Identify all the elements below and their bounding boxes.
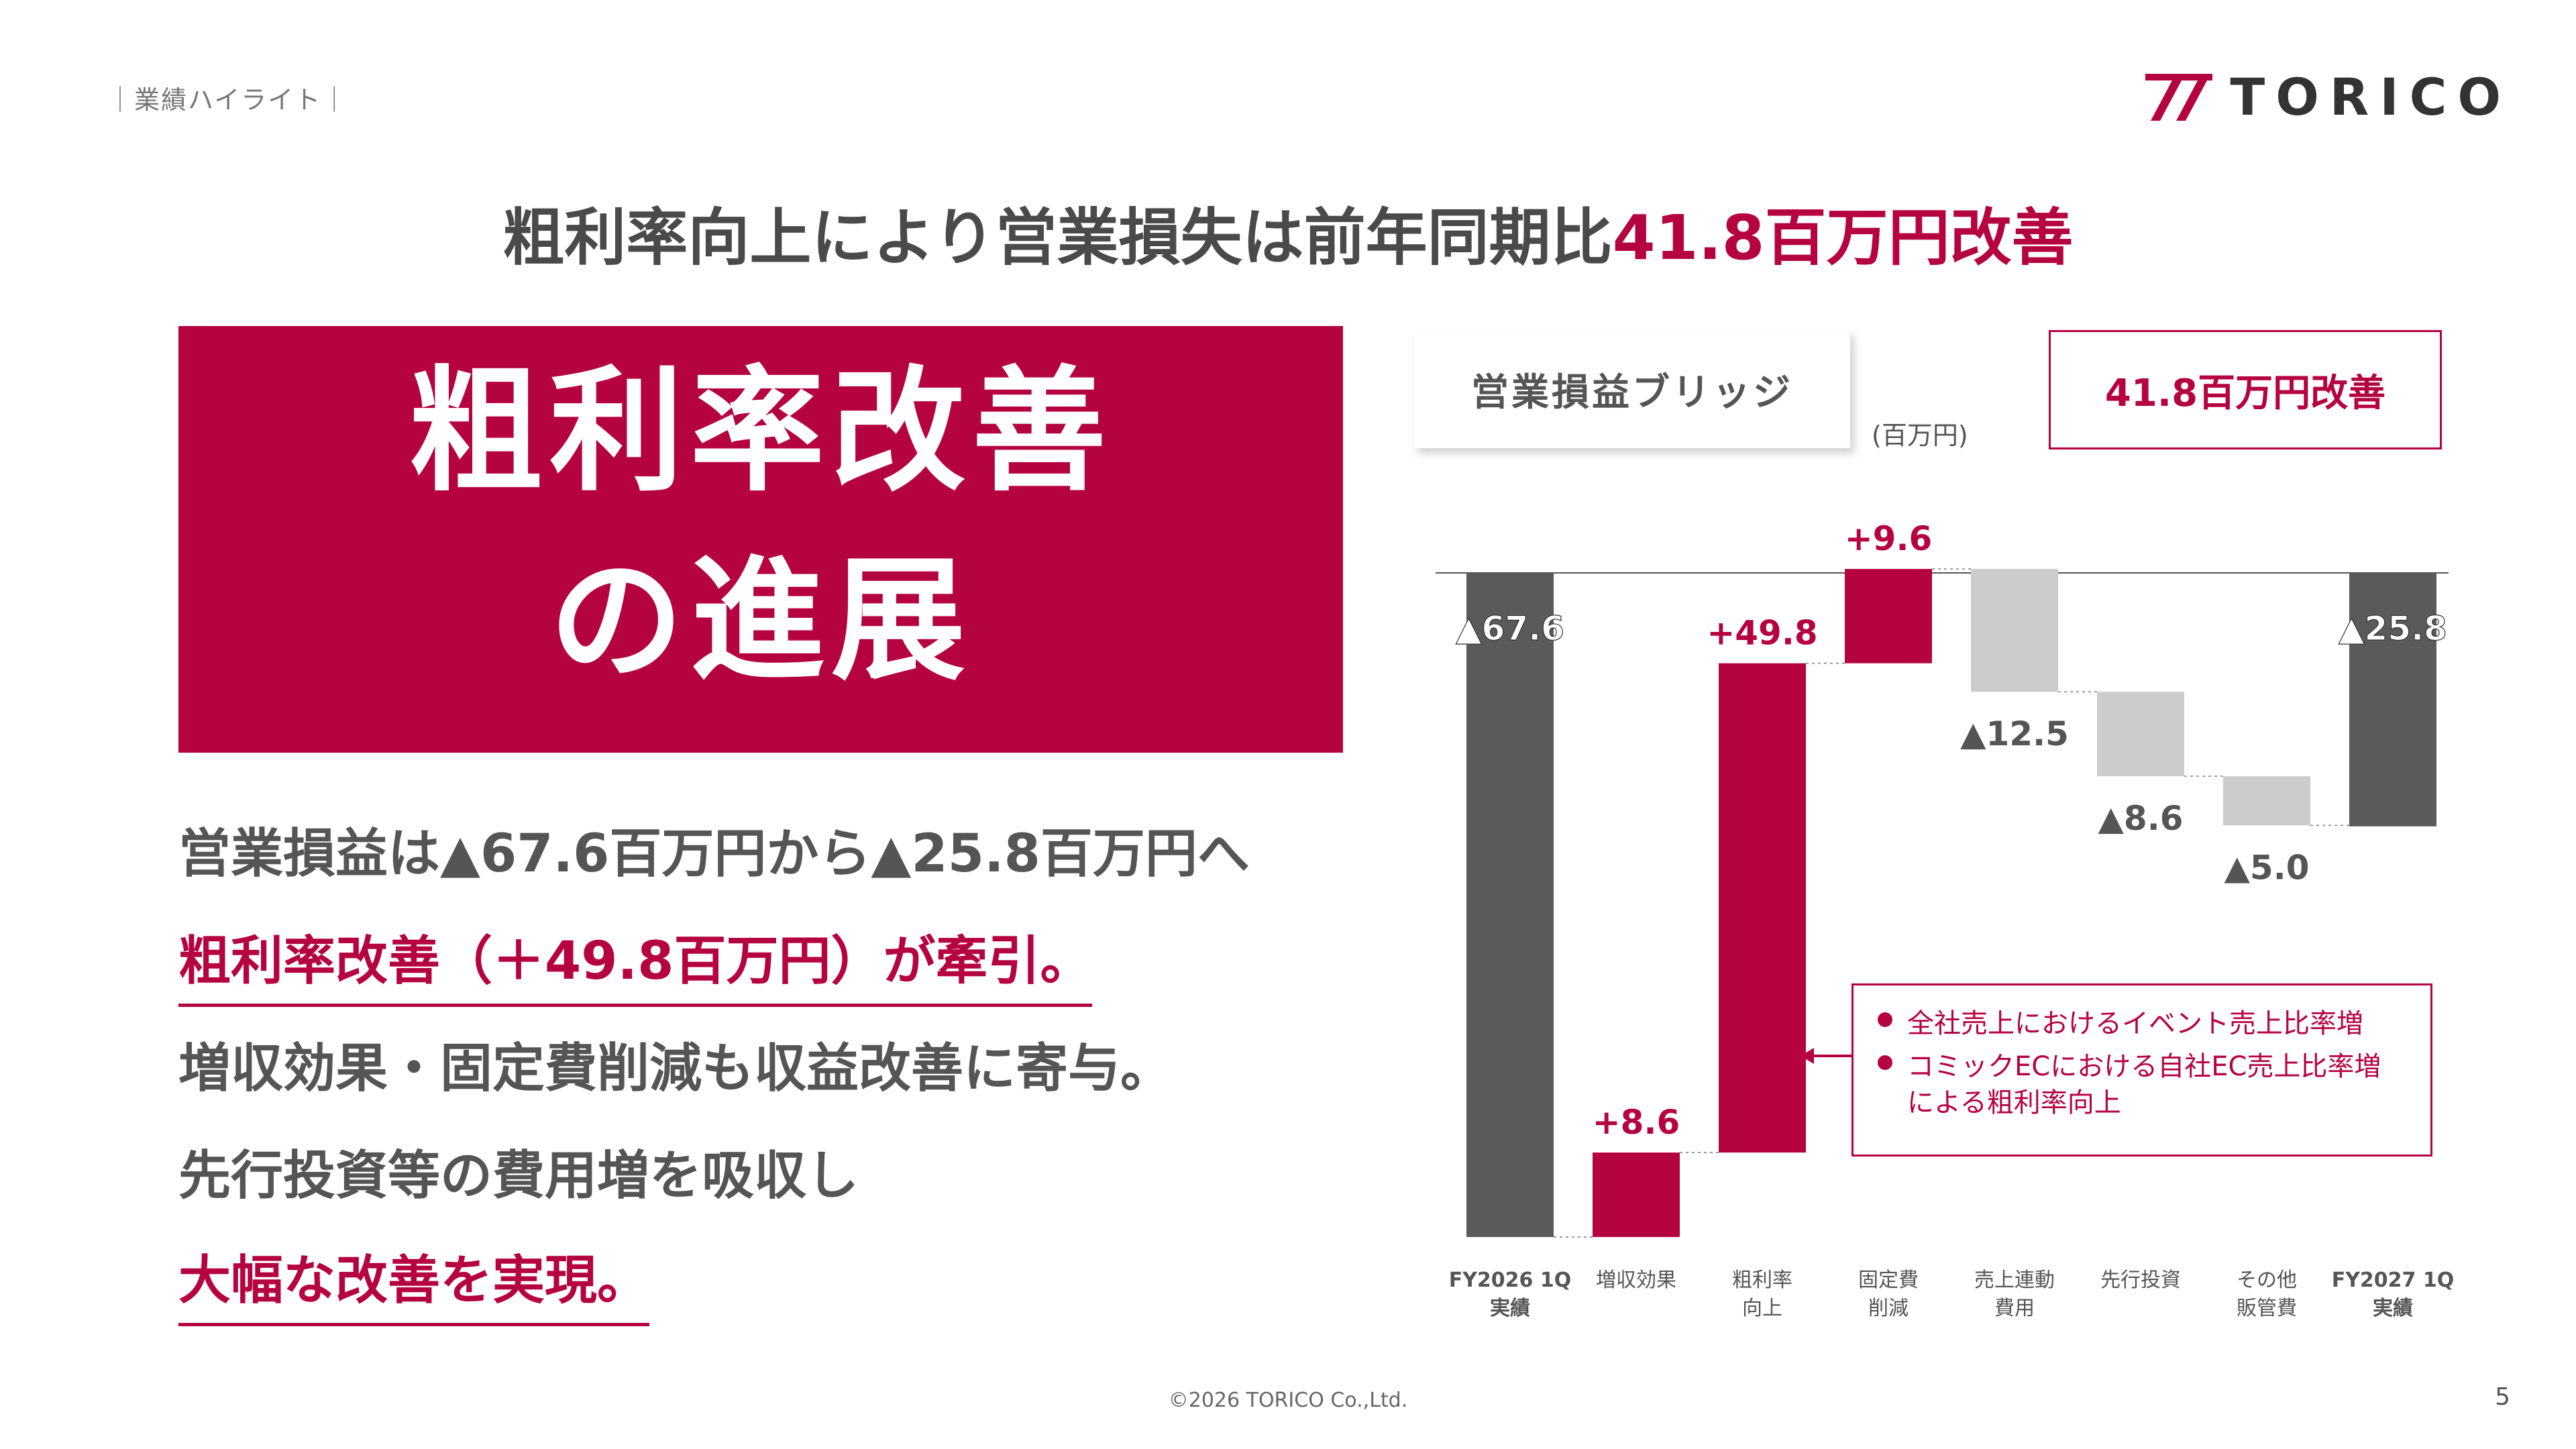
category-label-7: 実績 <box>2373 1297 2413 1320</box>
torico-logo-icon <box>2145 73 2213 121</box>
callout-box: 全社売上におけるイベント売上比率増 コミックECにおける自社EC売上比率増 によ… <box>1851 983 2432 1157</box>
callout-item-3: による粗利率向上 <box>1907 1085 2430 1121</box>
category-label-0: 実績 <box>1490 1297 1530 1320</box>
body-line-3: 増収効果・固定費削減も収益改善に寄与。 <box>178 1038 1173 1099</box>
improvement-badge: 41.8百万円改善 <box>2049 330 2442 449</box>
data-label-4: ▲12.5 <box>1960 714 2069 753</box>
category-label-3: 固定費 <box>1858 1269 1919 1292</box>
data-label-6: ▲5.0 <box>2224 848 2309 887</box>
headline-prefix: 粗利率向上により営業損失は前年同期比 <box>502 202 1613 274</box>
bar-2 <box>1719 663 1806 1153</box>
callout-text-2: コミックECにおける自社EC売上比率増 <box>1907 1051 2381 1082</box>
category-label-7: FY2027 1Q <box>2332 1269 2455 1292</box>
callout-item-1: 全社売上におけるイベント売上比率増 <box>1878 1006 2430 1042</box>
copyright: ©2026 TORICO Co.,Ltd. <box>1168 1389 1408 1412</box>
category-label-0: FY2026 1Q <box>1449 1269 1572 1292</box>
data-label-1: +8.6 <box>1593 1103 1680 1142</box>
hero-line-1: 粗利率改善 <box>408 354 1113 510</box>
bar-5 <box>2097 692 2184 777</box>
page-number: 5 <box>2495 1383 2510 1411</box>
category-label-3: 削減 <box>1868 1297 1909 1320</box>
category-label-4: 売上連動 <box>1974 1269 2055 1292</box>
bar-6 <box>2223 776 2310 826</box>
bar-0 <box>1466 573 1554 1237</box>
data-label-5: ▲8.6 <box>2098 799 2183 838</box>
callout-text-1: 全社売上におけるイベント売上比率増 <box>1907 1008 2363 1039</box>
bridge-title: 営業損益ブリッジ <box>1414 330 1850 448</box>
data-label-3: +9.6 <box>1845 519 1932 558</box>
category-label-1: 増収効果 <box>1596 1269 1676 1292</box>
torico-logo: TORICO <box>2145 67 2512 127</box>
bullet-icon <box>1878 1012 1892 1027</box>
callout-text-3: による粗利率向上 <box>1907 1087 2121 1118</box>
category-label-4: 費用 <box>1994 1297 2035 1320</box>
data-label-2: +49.8 <box>1707 614 1817 653</box>
hero-line-2: の進展 <box>549 543 972 699</box>
bar-3 <box>1845 569 1932 663</box>
page-headline: 粗利率向上により営業損失は前年同期比41.8百万円改善 <box>0 188 2576 277</box>
category-label-6: その他 <box>2237 1269 2297 1292</box>
data-label-7: ▲25.8 <box>2339 609 2447 648</box>
category-label-2: 粗利率 <box>1732 1269 1792 1292</box>
headline-highlight: 41.8百万円改善 <box>1612 202 2074 274</box>
section-label: ｜業績ハイライト｜ <box>107 85 349 115</box>
bar-1 <box>1593 1152 1680 1237</box>
callout-item-2: コミックECにおける自社EC売上比率増 <box>1878 1049 2430 1085</box>
data-label-0: ▲67.6 <box>1456 609 1564 648</box>
body-line-5: 大幅な改善を実現。 <box>178 1238 650 1326</box>
callout-arrow-head <box>1801 1048 1814 1064</box>
body-line-4: 先行投資等の費用増を吸収し <box>178 1146 859 1206</box>
body-line-1: 営業損益は▲67.6百万円から▲25.8百万円へ <box>178 824 1250 884</box>
logo-text: TORICO <box>2230 67 2512 127</box>
category-label-5: 先行投資 <box>2100 1269 2181 1292</box>
bar-4 <box>1971 569 2058 692</box>
body-line-2: 粗利率改善（＋49.8百万円）が牽引。 <box>178 919 1093 1007</box>
category-label-6: 販管費 <box>2237 1297 2297 1320</box>
bullet-icon <box>1878 1055 1892 1070</box>
unit-label: (百万円) <box>1872 421 1968 450</box>
bar-7 <box>2349 573 2436 826</box>
hero-box: 粗利率改善 の進展 <box>178 326 1343 753</box>
category-label-2: 向上 <box>1742 1297 1782 1320</box>
